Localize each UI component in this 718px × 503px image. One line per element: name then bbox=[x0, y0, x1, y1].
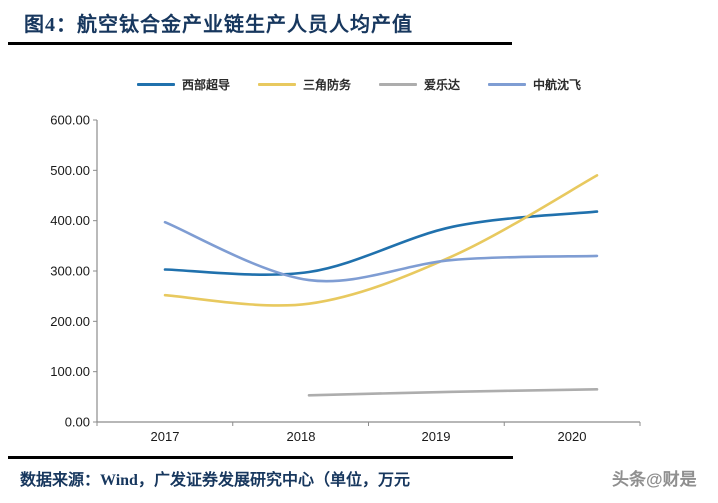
legend-item-aileda: 爱乐达 bbox=[379, 76, 460, 93]
legend-item-label: 中航沈飞 bbox=[533, 78, 582, 92]
legend-line-swatch bbox=[257, 83, 296, 86]
y-axis-label: 300.00 bbox=[50, 264, 90, 279]
legend-item-label: 三角防务 bbox=[302, 78, 351, 92]
figure-title: 图4：航空钛合金产业链生产人员人均产值 bbox=[24, 14, 413, 36]
legend-item-zhonghang-shenfei: 中航沈飞 bbox=[488, 76, 581, 93]
footer-divider bbox=[8, 456, 513, 459]
x-axis-label: 2017 bbox=[151, 429, 180, 444]
title-underline bbox=[8, 42, 512, 45]
series-line-3 bbox=[163, 220, 599, 283]
chart-legend: 西部超导 三角防务 爱乐达 中航沈飞 bbox=[0, 76, 718, 93]
data-source-text: 数据来源：Wind，广发证券发展研究中心（单位，万元 bbox=[20, 472, 410, 489]
legend-line-swatch bbox=[488, 83, 527, 86]
legend-line-swatch bbox=[136, 83, 175, 86]
series-line-0 bbox=[163, 210, 599, 276]
legend-line-swatch bbox=[379, 83, 417, 86]
legend-item-label: 西部超导 bbox=[181, 78, 230, 92]
y-axis-label: 200.00 bbox=[50, 314, 90, 329]
y-axis-label: 500.00 bbox=[50, 163, 90, 178]
legend-item-sanjiao-fangwu: 三角防务 bbox=[257, 76, 351, 93]
y-axis-label: 400.00 bbox=[50, 213, 90, 228]
x-axis-label: 2019 bbox=[422, 429, 451, 444]
y-axis-label: 100.00 bbox=[50, 364, 90, 379]
legend-item-xibu-chaodao: 西部超导 bbox=[136, 76, 230, 93]
series-line-2 bbox=[307, 388, 599, 397]
x-axis-label: 2018 bbox=[287, 429, 316, 444]
toutiao-watermark: 头条@财是 bbox=[612, 470, 697, 489]
y-axis-label: 0.00 bbox=[65, 415, 90, 430]
series-line-1 bbox=[163, 174, 599, 307]
legend-item-label: 爱乐达 bbox=[424, 78, 461, 92]
y-axis-label: 600.00 bbox=[50, 113, 90, 128]
x-axis-label: 2020 bbox=[558, 429, 587, 444]
